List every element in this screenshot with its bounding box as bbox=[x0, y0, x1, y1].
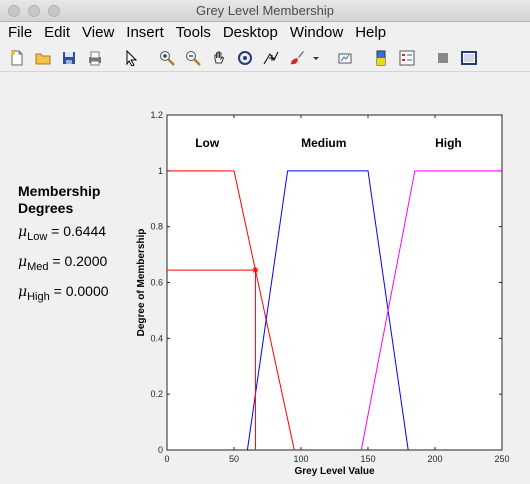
current-value-marker bbox=[252, 267, 259, 274]
y-axis-label: Degree of Membership bbox=[136, 229, 147, 337]
print-button[interactable] bbox=[85, 48, 105, 68]
x-axis-label: Grey Level Value bbox=[294, 466, 374, 477]
mu-high-value: μHigh = 0.0000 bbox=[18, 281, 148, 307]
x-tick-label: 50 bbox=[229, 454, 239, 464]
x-tick-label: 0 bbox=[164, 454, 169, 464]
low-membership-line bbox=[167, 170, 295, 451]
save-button[interactable] bbox=[59, 48, 79, 68]
chevron-down-icon bbox=[313, 56, 319, 60]
zoom-in-button[interactable] bbox=[157, 48, 177, 68]
y-tick-label: 0.2 bbox=[150, 389, 163, 399]
zoom-window-button[interactable] bbox=[48, 5, 60, 17]
region-label-high: High bbox=[435, 136, 462, 150]
pointer-icon bbox=[126, 49, 138, 66]
x-tick-label: 200 bbox=[427, 454, 442, 464]
y-tick-label: 0 bbox=[158, 445, 163, 455]
y-tick-label: 1 bbox=[158, 166, 163, 176]
mu-med-text: = 0.2000 bbox=[48, 253, 108, 269]
minimize-window-button[interactable] bbox=[28, 5, 40, 17]
close-window-button[interactable] bbox=[8, 5, 20, 17]
zoom-out-button[interactable] bbox=[183, 48, 203, 68]
mu-high-text: = 0.0000 bbox=[49, 283, 109, 299]
mu-high-subscript: High bbox=[27, 291, 50, 303]
mu-symbol: μ bbox=[18, 254, 28, 270]
link-plot-button[interactable] bbox=[335, 48, 355, 68]
high-membership-line bbox=[360, 170, 502, 451]
new-figure-button[interactable] bbox=[7, 48, 27, 68]
menu-window[interactable]: Window bbox=[289, 24, 344, 41]
y-tick-label: 0.4 bbox=[150, 333, 163, 343]
data-cursor-button[interactable] bbox=[261, 48, 281, 68]
figure-toolbar bbox=[0, 44, 530, 72]
menu-help[interactable]: Help bbox=[355, 24, 387, 41]
legend-icon bbox=[399, 50, 415, 65]
zoom-out-icon bbox=[186, 50, 201, 66]
y-tick-label: 0.8 bbox=[150, 222, 163, 232]
plot-axes-box bbox=[166, 114, 503, 451]
new-figure-icon bbox=[11, 50, 23, 65]
menu-view[interactable]: View bbox=[82, 24, 115, 41]
x-tick-label: 150 bbox=[360, 454, 375, 464]
brush-dropdown[interactable] bbox=[312, 48, 320, 68]
membership-panel: Membership Degrees μLow = 0.6444 μMed = … bbox=[18, 183, 148, 307]
mu-med-value: μMed = 0.2000 bbox=[18, 251, 148, 277]
region-label-medium: Medium bbox=[301, 136, 346, 150]
pointer-button[interactable] bbox=[121, 48, 141, 68]
pan-button[interactable] bbox=[209, 48, 229, 68]
region-label-low: Low bbox=[195, 136, 220, 150]
mu-symbol: μ bbox=[18, 284, 28, 300]
menu-desktop[interactable]: Desktop bbox=[222, 24, 278, 41]
menu-insert[interactable]: Insert bbox=[126, 24, 164, 41]
rotate-3d-button[interactable] bbox=[235, 48, 255, 68]
window-titlebar: Grey Level Membership bbox=[0, 0, 530, 22]
x-tick-label: 250 bbox=[494, 454, 509, 464]
colorbar-icon bbox=[376, 50, 386, 65]
mu-symbol: μ bbox=[18, 224, 28, 240]
rotate-3d-icon bbox=[238, 50, 252, 65]
y-tick-label: 1.2 bbox=[150, 110, 163, 120]
mu-med-subscript: Med bbox=[27, 261, 49, 273]
hide-tools-icon bbox=[438, 52, 448, 63]
show-tools-button[interactable] bbox=[459, 48, 479, 68]
brush-icon bbox=[291, 50, 304, 64]
window-title: Grey Level Membership bbox=[196, 3, 334, 18]
brush-button[interactable] bbox=[287, 48, 307, 68]
insert-legend-button[interactable] bbox=[397, 48, 417, 68]
panel-heading-line2: Degrees bbox=[18, 200, 74, 216]
x-tick-label: 100 bbox=[293, 454, 308, 464]
panel-heading: Membership Degrees bbox=[18, 183, 148, 217]
mu-low-subscript: Low bbox=[27, 231, 48, 243]
pan-hand-icon bbox=[214, 51, 225, 63]
data-cursor-icon bbox=[263, 51, 279, 64]
link-plot-icon bbox=[338, 53, 352, 63]
mu-low-value: μLow = 0.6444 bbox=[18, 221, 148, 247]
open-file-icon bbox=[35, 53, 51, 64]
zoom-in-icon bbox=[160, 50, 175, 66]
y-tick-label: 0.6 bbox=[150, 278, 163, 288]
show-tools-icon bbox=[461, 50, 477, 65]
hide-tools-button[interactable] bbox=[433, 48, 453, 68]
insert-colorbar-button[interactable] bbox=[371, 48, 391, 68]
menu-edit[interactable]: Edit bbox=[44, 24, 71, 41]
menu-file[interactable]: File bbox=[8, 24, 33, 41]
mu-low-text: = 0.6444 bbox=[47, 223, 107, 239]
print-icon bbox=[89, 51, 101, 65]
menu-tools[interactable]: Tools bbox=[175, 24, 211, 41]
menubar: File Edit View Insert Tools Desktop Wind… bbox=[0, 22, 530, 44]
panel-heading-line1: Membership bbox=[18, 183, 101, 199]
open-file-button[interactable] bbox=[33, 48, 53, 68]
save-icon bbox=[63, 51, 75, 64]
